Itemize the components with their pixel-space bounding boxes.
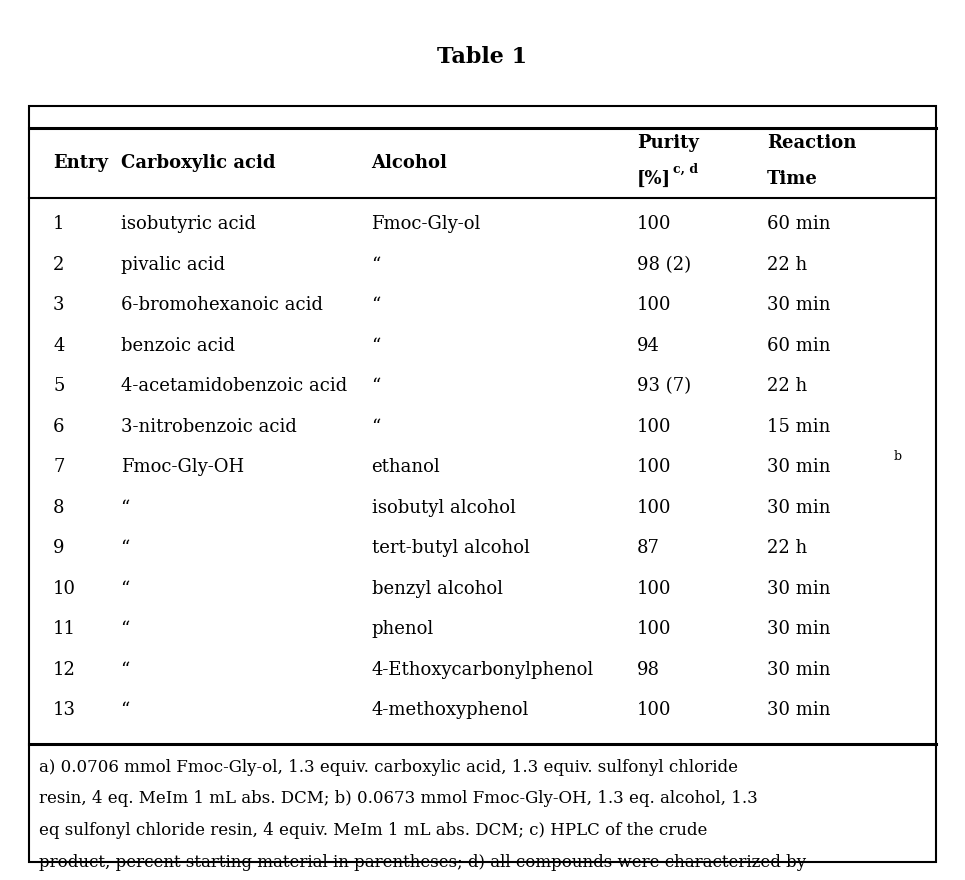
- Text: resin, 4 eq. MeIm 1 mL abs. DCM; b) 0.0673 mmol Fmoc-Gly-OH, 1.3 eq. alcohol, 1.: resin, 4 eq. MeIm 1 mL abs. DCM; b) 0.06…: [39, 790, 758, 807]
- Text: 100: 100: [637, 701, 672, 719]
- Text: 1: 1: [53, 216, 65, 233]
- Text: 100: 100: [637, 620, 672, 638]
- Text: 4: 4: [53, 337, 65, 355]
- Text: tert-butyl alcohol: tert-butyl alcohol: [372, 539, 530, 557]
- Text: 22 h: 22 h: [767, 378, 808, 395]
- Text: “: “: [372, 256, 381, 274]
- Text: 30 min: 30 min: [767, 701, 831, 719]
- Text: ethanol: ethanol: [372, 458, 440, 476]
- Text: “: “: [121, 701, 130, 719]
- Text: 30 min: 30 min: [767, 620, 831, 638]
- Text: 100: 100: [637, 580, 672, 598]
- Text: 100: 100: [637, 297, 672, 314]
- Text: Fmoc-Gly-ol: Fmoc-Gly-ol: [372, 216, 481, 233]
- Text: “: “: [121, 580, 130, 598]
- Text: eq sulfonyl chloride resin, 4 equiv. MeIm 1 mL abs. DCM; c) HPLC of the crude: eq sulfonyl chloride resin, 4 equiv. MeI…: [39, 822, 707, 839]
- Text: 7: 7: [53, 458, 65, 476]
- Text: 4-acetamidobenzoic acid: 4-acetamidobenzoic acid: [121, 378, 346, 395]
- Text: 100: 100: [637, 418, 672, 436]
- Bar: [29, 106, 936, 862]
- Text: phenol: phenol: [372, 620, 434, 638]
- Text: 10: 10: [53, 580, 76, 598]
- Text: “: “: [372, 337, 381, 355]
- Text: benzoic acid: benzoic acid: [121, 337, 234, 355]
- Text: “: “: [121, 499, 130, 517]
- Text: 12: 12: [53, 661, 76, 678]
- Text: 30 min: 30 min: [767, 661, 831, 678]
- Text: 30 min: 30 min: [767, 297, 831, 314]
- Text: Time: Time: [767, 170, 818, 187]
- Text: 5: 5: [53, 378, 65, 395]
- Text: benzyl alcohol: benzyl alcohol: [372, 580, 503, 598]
- Text: 100: 100: [637, 499, 672, 517]
- Text: “: “: [121, 620, 130, 638]
- Text: Entry: Entry: [53, 154, 108, 172]
- Text: pivalic acid: pivalic acid: [121, 256, 225, 274]
- Text: 11: 11: [53, 620, 76, 638]
- Text: 30 min: 30 min: [767, 458, 831, 476]
- Text: 93 (7): 93 (7): [637, 378, 691, 395]
- Text: 60 min: 60 min: [767, 337, 831, 355]
- Text: product, percent starting material in parentheses; d) all compounds were charact: product, percent starting material in pa…: [39, 854, 806, 870]
- Text: Reaction: Reaction: [767, 135, 857, 152]
- Text: 100: 100: [637, 216, 672, 233]
- Text: Carboxylic acid: Carboxylic acid: [121, 154, 275, 172]
- Text: “: “: [121, 661, 130, 678]
- Text: 3: 3: [53, 297, 65, 314]
- Text: 2: 2: [53, 256, 65, 274]
- Text: a) 0.0706 mmol Fmoc-Gly-ol, 1.3 equiv. carboxylic acid, 1.3 equiv. sulfonyl chlo: a) 0.0706 mmol Fmoc-Gly-ol, 1.3 equiv. c…: [39, 759, 737, 775]
- Text: “: “: [372, 297, 381, 314]
- Text: b: b: [894, 451, 901, 463]
- Text: Table 1: Table 1: [437, 46, 528, 68]
- Text: 22 h: 22 h: [767, 256, 808, 274]
- Text: 60 min: 60 min: [767, 216, 831, 233]
- Text: 15 min: 15 min: [767, 418, 831, 436]
- Text: 100: 100: [637, 458, 672, 476]
- Text: “: “: [121, 539, 130, 557]
- Text: 98: 98: [637, 661, 660, 678]
- Text: 98 (2): 98 (2): [637, 256, 691, 274]
- Text: isobutyric acid: isobutyric acid: [121, 216, 256, 233]
- Text: 4-Ethoxycarbonylphenol: 4-Ethoxycarbonylphenol: [372, 661, 593, 678]
- Text: Alcohol: Alcohol: [372, 154, 448, 172]
- Text: Purity: Purity: [637, 135, 699, 152]
- Text: 6-bromohexanoic acid: 6-bromohexanoic acid: [121, 297, 322, 314]
- Text: 8: 8: [53, 499, 65, 517]
- Text: 9: 9: [53, 539, 65, 557]
- Text: Fmoc-Gly-OH: Fmoc-Gly-OH: [121, 458, 244, 476]
- Text: 3-nitrobenzoic acid: 3-nitrobenzoic acid: [121, 418, 296, 436]
- Text: 30 min: 30 min: [767, 580, 831, 598]
- Text: 30 min: 30 min: [767, 499, 831, 517]
- Text: c, d: c, d: [673, 163, 698, 175]
- Text: 6: 6: [53, 418, 65, 436]
- Text: 13: 13: [53, 701, 76, 719]
- Text: [%]: [%]: [637, 170, 671, 187]
- Text: 4-methoxyphenol: 4-methoxyphenol: [372, 701, 529, 719]
- Text: “: “: [372, 418, 381, 436]
- Text: isobutyl alcohol: isobutyl alcohol: [372, 499, 515, 517]
- Text: 22 h: 22 h: [767, 539, 808, 557]
- Text: 94: 94: [637, 337, 660, 355]
- Text: 87: 87: [637, 539, 660, 557]
- Text: “: “: [372, 378, 381, 395]
